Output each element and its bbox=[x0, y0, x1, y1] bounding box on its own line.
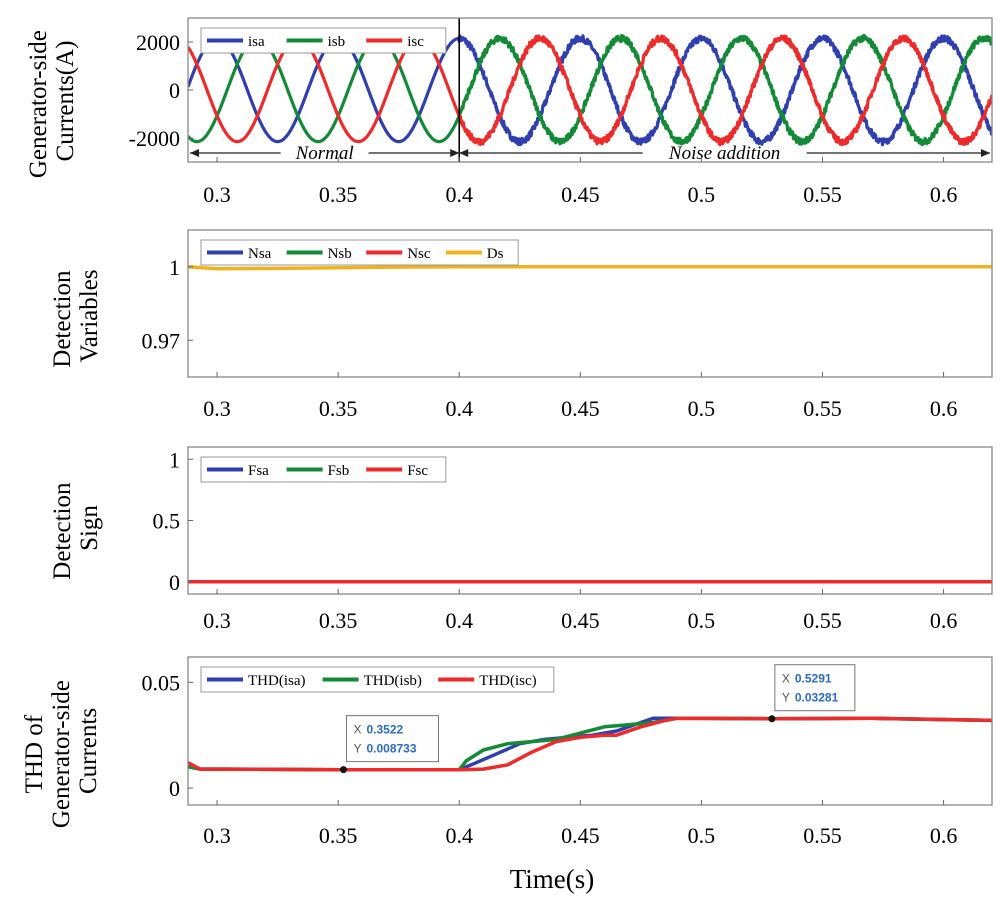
x-tick-label: 0.5 bbox=[688, 396, 716, 421]
panel4-ylabel: THD of Generator-side Currents bbox=[21, 674, 102, 828]
panel-1-legend: isa isb isc bbox=[200, 27, 447, 54]
datatip-x-value: 0.3522 bbox=[366, 723, 403, 737]
x-tick-label: 0.3 bbox=[203, 608, 231, 633]
series-isa bbox=[188, 34, 992, 147]
x-tick-label: 0.4 bbox=[445, 823, 473, 848]
legend-label-isb: isb bbox=[328, 34, 346, 50]
x-tick-label: 0.4 bbox=[445, 396, 473, 421]
legend-label-THD(isb): THD(isb) bbox=[364, 673, 422, 689]
datatip-marker bbox=[339, 766, 347, 774]
datatip-y-label: Y bbox=[353, 742, 361, 756]
datatip-box bbox=[345, 715, 439, 763]
x-tick-label: 0.35 bbox=[319, 823, 358, 848]
y-tick-label: -2000 bbox=[129, 126, 180, 151]
datatip-x-label: X bbox=[782, 672, 790, 686]
panel-3: 0.3 0.35 0.4 0.45 0.5 0.55 0.6 1 0.5 0 Fsa Fsb Fsc bbox=[153, 446, 993, 633]
x-tick-label: 0.4 bbox=[445, 182, 473, 207]
y-tick-label: 2000 bbox=[136, 30, 180, 55]
datatip-x-label: X bbox=[353, 723, 361, 737]
y-tick-label: 0 bbox=[169, 78, 180, 103]
x-tick-label: 0.6 bbox=[930, 823, 958, 848]
legend-label-isc: isc bbox=[407, 34, 424, 50]
panel1-ylabel: Generator-side Currents(A) bbox=[25, 24, 79, 178]
x-tick-label: 0.55 bbox=[803, 396, 842, 421]
x-tick-label: 0.5 bbox=[688, 823, 716, 848]
panel-4-frame bbox=[187, 656, 993, 806]
x-tick-label: 0.45 bbox=[561, 823, 600, 848]
x-tick-label: 0.6 bbox=[930, 396, 958, 421]
legend-label-Fsb: Fsb bbox=[328, 463, 350, 479]
panel-2-frame bbox=[187, 229, 993, 378]
x-tick-label: 0.35 bbox=[319, 182, 358, 207]
y-tick-label: 0 bbox=[169, 570, 180, 595]
y-tick-label: 1 bbox=[169, 255, 180, 280]
annotation-arrowhead bbox=[190, 149, 199, 157]
x-tick-label: 0.5 bbox=[688, 182, 716, 207]
datatip-2: X 0.5291 Y 0.03281 bbox=[768, 664, 856, 723]
y-tick-label: 0.97 bbox=[142, 328, 181, 353]
panel-1: Normal Noise addition 0.3 0.35 0.4 0.45 0.5 0.5… bbox=[129, 17, 993, 207]
legend-label-Fsc: Fsc bbox=[407, 463, 428, 479]
panel-4-legend: THD(isa) THD(isb) THD(isc) bbox=[200, 666, 555, 693]
series-THD(isc) bbox=[188, 716, 992, 772]
x-tick-label: 0.35 bbox=[319, 608, 358, 633]
x-tick-label: 0.4 bbox=[445, 608, 473, 633]
y-tick-label: 0 bbox=[169, 776, 180, 801]
x-tick-label: 0.55 bbox=[803, 608, 842, 633]
legend-label-Ds: Ds bbox=[487, 246, 504, 262]
datatip-1: X 0.3522 Y 0.008733 bbox=[339, 715, 439, 774]
x-tick-label: 0.3 bbox=[203, 823, 231, 848]
x-tick-label: 0.45 bbox=[561, 608, 600, 633]
legend-label-Fsa: Fsa bbox=[248, 463, 269, 479]
legend-label-Nsa: Nsa bbox=[248, 246, 272, 262]
annotation-label: Normal bbox=[295, 143, 354, 164]
x-tick-label: 0.3 bbox=[203, 182, 231, 207]
series-Ds bbox=[188, 264, 992, 271]
annotation-arrowhead bbox=[459, 149, 469, 157]
panel-3-legend: Fsa Fsb Fsc bbox=[200, 456, 447, 483]
x-axis-label: Time(s) bbox=[510, 864, 595, 894]
x-tick-label: 0.3 bbox=[203, 396, 231, 421]
datatip-marker bbox=[768, 715, 776, 723]
legend-label-Nsb: Nsb bbox=[328, 246, 352, 262]
y-tick-label: 0.05 bbox=[142, 670, 181, 695]
legend-label-isa: isa bbox=[248, 34, 265, 50]
panel3-ylabel: Detection Sign bbox=[49, 476, 103, 579]
panel-2-plot bbox=[188, 264, 992, 271]
x-tick-label: 0.55 bbox=[803, 182, 842, 207]
series-isc bbox=[188, 34, 992, 147]
legend-label-Nsc: Nsc bbox=[407, 246, 431, 262]
panel-4-plot bbox=[188, 716, 992, 772]
x-tick-label: 0.6 bbox=[930, 182, 958, 207]
legend-box bbox=[200, 666, 555, 693]
datatip-y-label: Y bbox=[782, 691, 790, 705]
datatip-x-value: 0.5291 bbox=[795, 672, 832, 686]
x-tick-label: 0.5 bbox=[688, 608, 716, 633]
panel2-ylabel: Detection Variables bbox=[49, 264, 103, 367]
annotation-label: Noise addition bbox=[668, 143, 780, 164]
y-tick-label: 1 bbox=[169, 447, 180, 472]
datatip-y-value: 0.03281 bbox=[795, 691, 839, 705]
series-isb bbox=[188, 33, 992, 147]
x-tick-label: 0.55 bbox=[803, 823, 842, 848]
x-tick-label: 0.45 bbox=[561, 182, 600, 207]
panel-1-plot bbox=[188, 33, 992, 147]
y-tick-label: 0.5 bbox=[153, 509, 181, 534]
annotation-arrowhead bbox=[981, 149, 990, 157]
annotation-arrowhead bbox=[450, 149, 460, 157]
legend-label-THD(isc): THD(isc) bbox=[479, 673, 536, 689]
panel-2-legend: Nsa Nsb Nsc Ds bbox=[200, 239, 519, 266]
x-tick-label: 0.6 bbox=[930, 608, 958, 633]
legend-label-THD(isa): THD(isa) bbox=[248, 673, 305, 689]
datatip-box bbox=[774, 664, 856, 712]
x-tick-label: 0.35 bbox=[319, 396, 358, 421]
x-tick-label: 0.45 bbox=[561, 396, 600, 421]
panel-2: 0.3 0.35 0.4 0.45 0.5 0.55 0.6 1 0.97 Nsa Nsb Nsc Ds bbox=[142, 229, 993, 421]
datatip-y-value: 0.008733 bbox=[366, 742, 416, 756]
